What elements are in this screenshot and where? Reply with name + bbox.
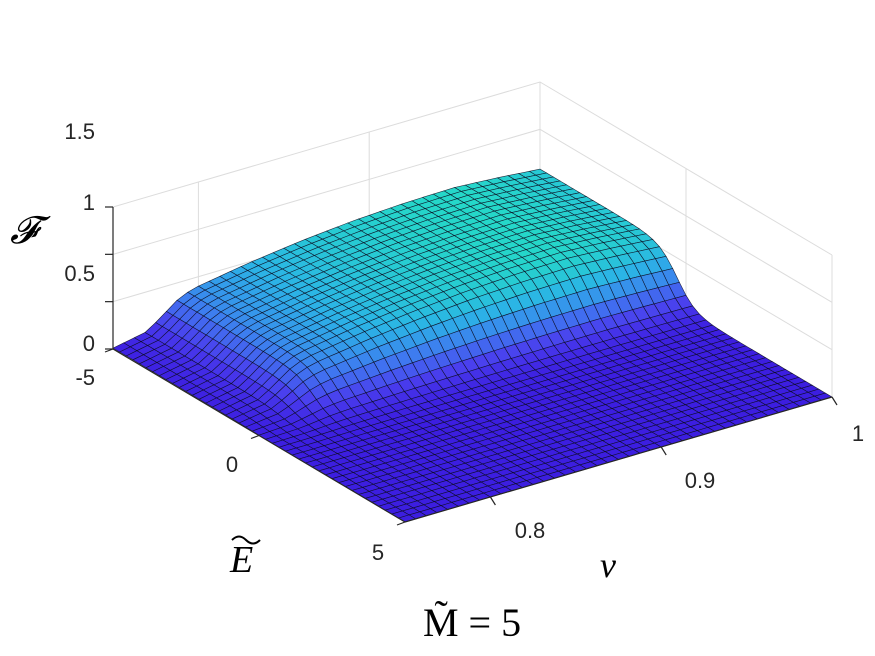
- e-tick-mark-2: [396, 521, 406, 526]
- e-tick--5: -5: [75, 365, 95, 390]
- v-tick-mark-1: [660, 446, 667, 456]
- e-tick-mark-0: [104, 348, 114, 353]
- z-tick-1: 1: [83, 190, 95, 215]
- e-axis-ticks: -5 0 5: [75, 365, 384, 565]
- z-tick-1.5: 1.5: [64, 119, 95, 144]
- v-axis-line: [404, 396, 833, 523]
- v-tick-mark-0: [489, 496, 496, 506]
- v-tick-0.8: 0.8: [515, 518, 546, 543]
- v-tick-1: 1: [852, 421, 864, 446]
- surface-mesh: [112, 168, 833, 523]
- e-tick-5: 5: [372, 540, 384, 565]
- chart-title: M̃ = 5: [423, 600, 521, 645]
- z-axis-label: 𝓕: [10, 210, 51, 252]
- v-tick-mark-2: [831, 396, 838, 406]
- z-tick-0: 0: [83, 331, 95, 356]
- axes-box: [104, 206, 838, 526]
- e-axis-label: E: [229, 539, 253, 581]
- z-tick-0.5: 0.5: [64, 261, 95, 286]
- v-tick-0.9: 0.9: [685, 468, 716, 493]
- e-tick-0: 0: [226, 452, 238, 477]
- z-axis-ticks: 0 0.5 1 1.5: [64, 119, 95, 356]
- e-tilde-mark: [231, 535, 261, 545]
- e-axis-label-group: E: [229, 535, 261, 581]
- e-tick-mark-1: [250, 434, 260, 440]
- v-axis-label: v: [600, 545, 616, 585]
- v-axis-ticks: 0.8 0.9 1: [515, 421, 864, 543]
